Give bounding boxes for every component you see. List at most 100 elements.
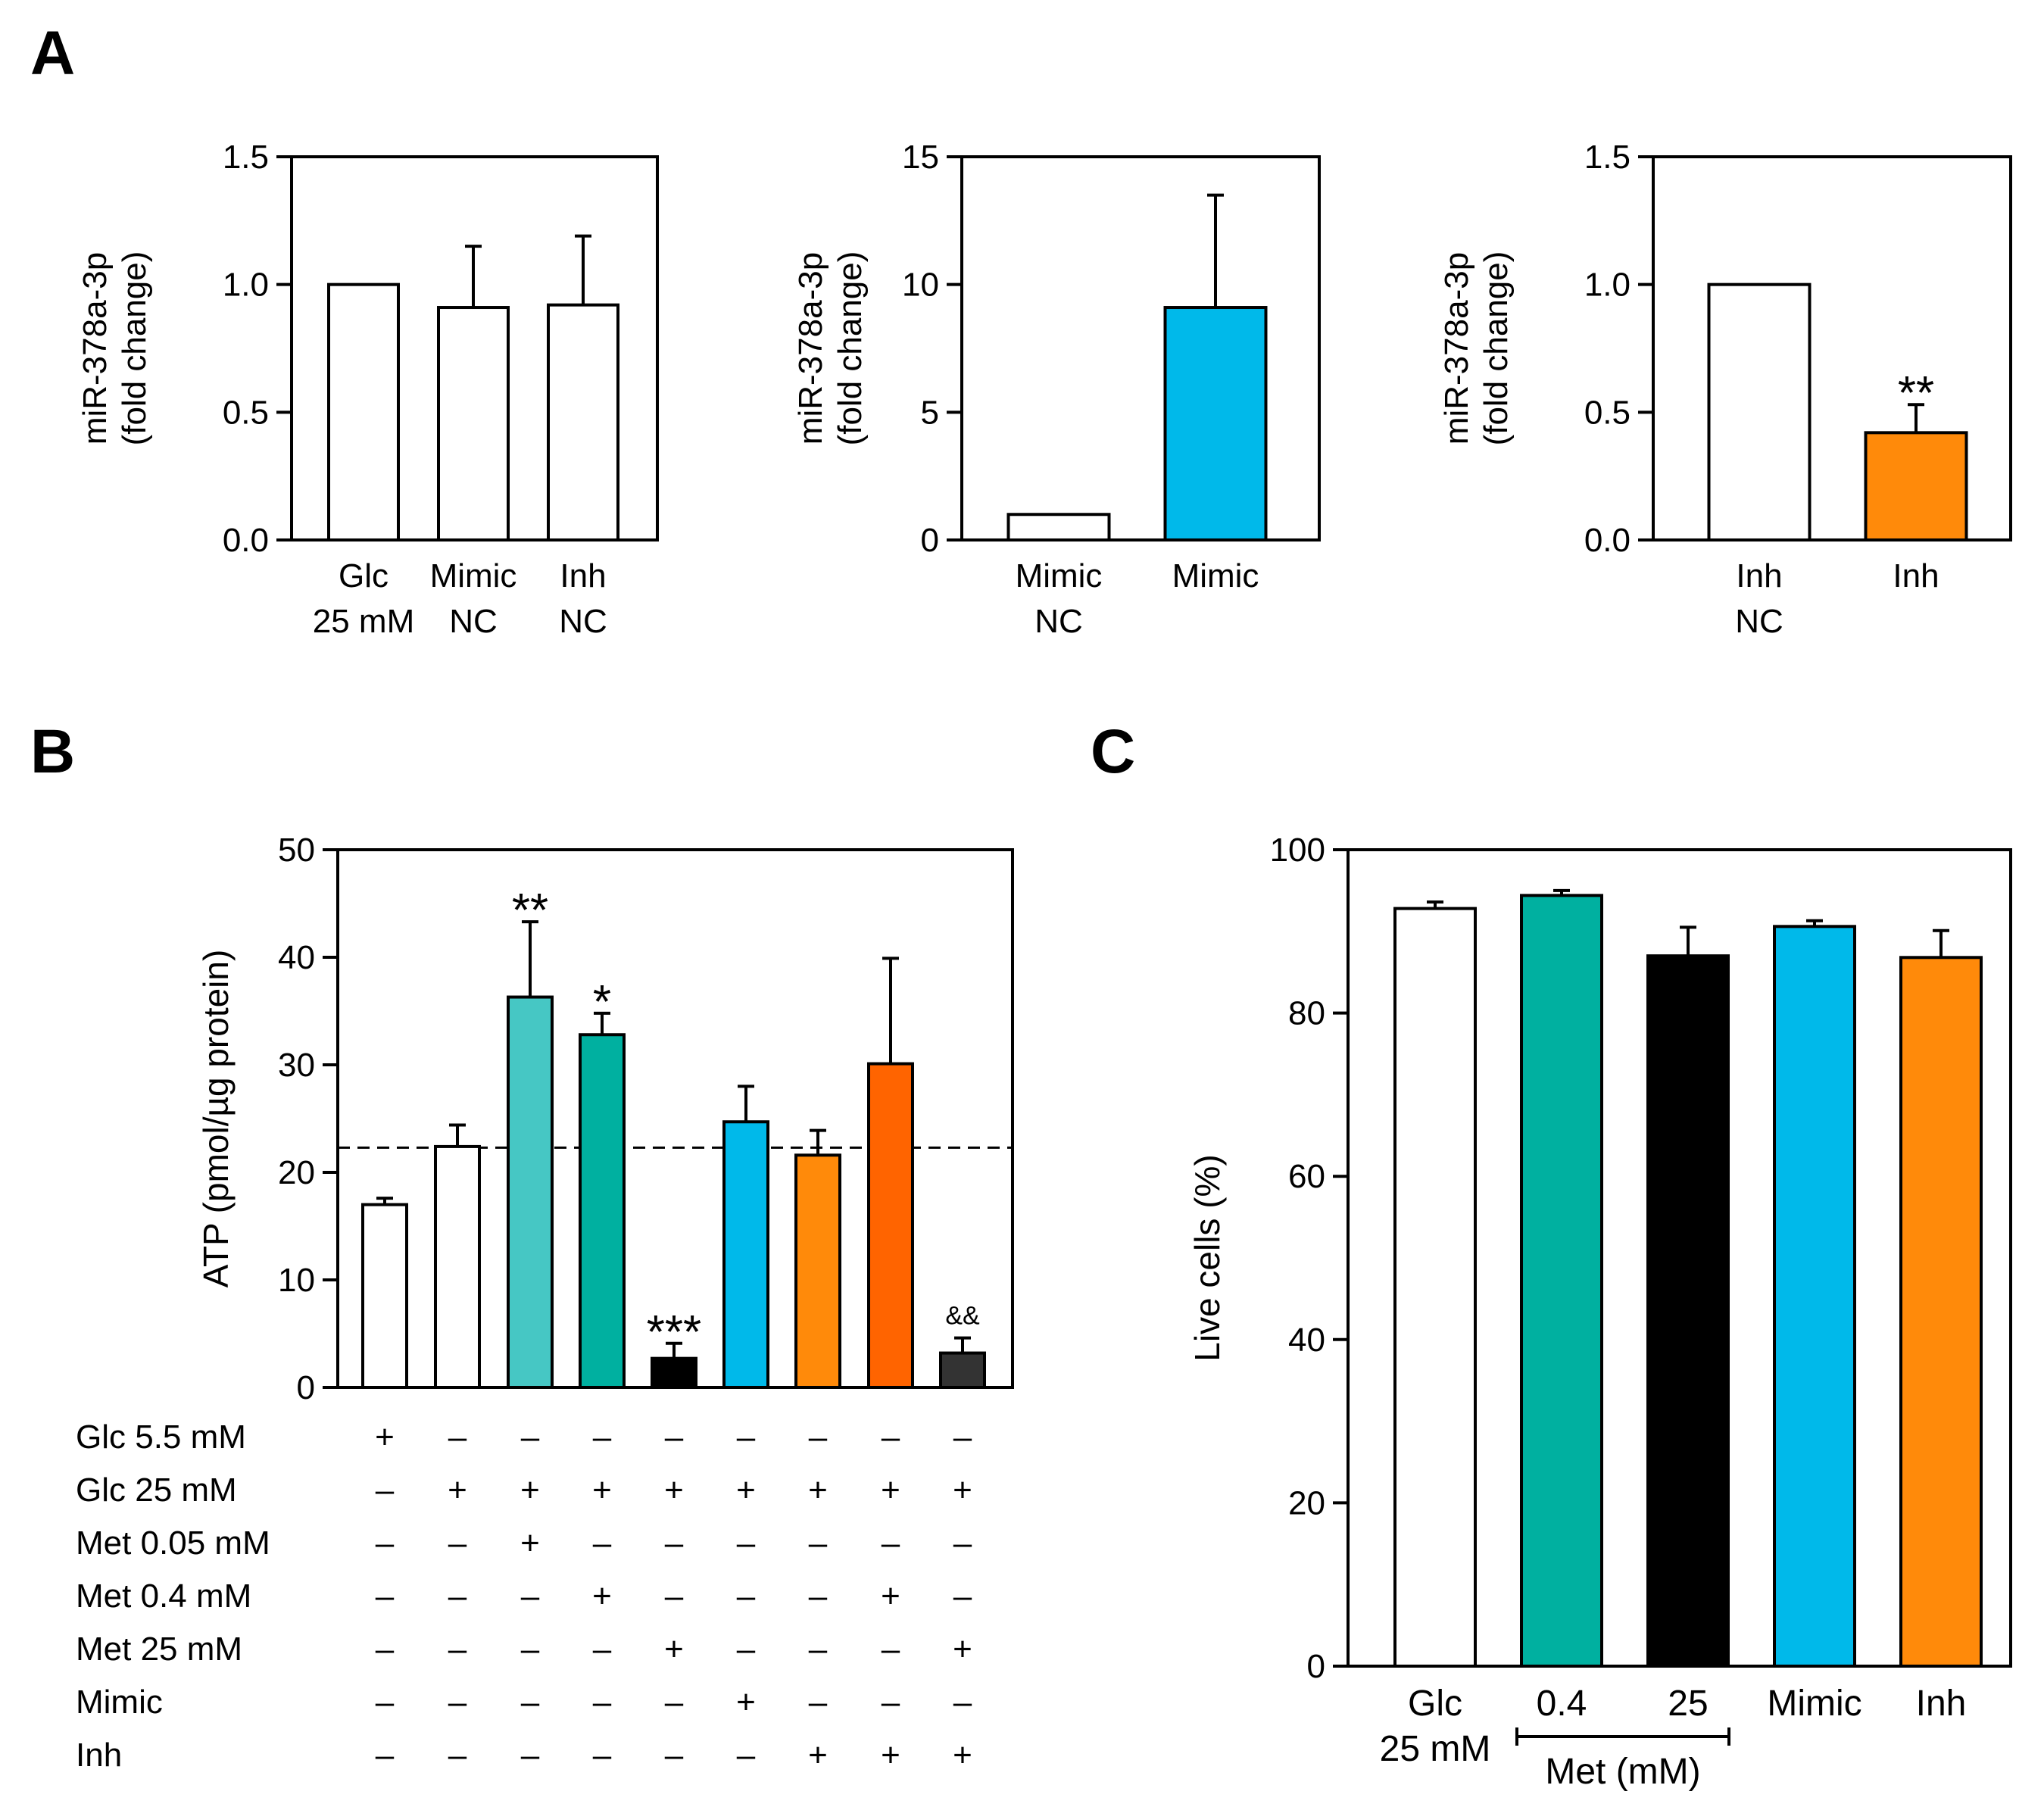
condition-mark: – <box>521 1631 540 1668</box>
bar <box>547 303 619 541</box>
bar <box>939 1351 986 1390</box>
condition-mark: + <box>881 1578 900 1615</box>
condition-mark: – <box>953 1418 972 1456</box>
condition-label: Glc 5.5 mM <box>76 1418 246 1456</box>
plot-frame <box>960 155 1321 541</box>
condition-mark: – <box>809 1525 828 1562</box>
condition-mark: – <box>593 1631 612 1668</box>
bar <box>434 1144 481 1390</box>
condition-mark: – <box>882 1684 900 1721</box>
condition-mark: – <box>593 1737 612 1774</box>
bar <box>651 1356 697 1390</box>
y-tick-label: 1.5 <box>1584 139 1631 176</box>
significance-label: * <box>593 976 611 1028</box>
panel-label-b: B <box>30 717 75 786</box>
condition-mark: – <box>809 1631 828 1668</box>
condition-mark: – <box>376 1578 395 1615</box>
y-tick-label: 5 <box>921 394 939 431</box>
bar <box>1864 431 1968 541</box>
condition-mark: + <box>664 1631 684 1668</box>
category-label: Inh <box>1893 557 1939 595</box>
y-tick-label: 0.5 <box>223 394 269 431</box>
condition-mark: – <box>809 1578 828 1615</box>
condition-mark: – <box>376 1737 395 1774</box>
y-axis-label: miR-378a-3p <box>792 252 829 445</box>
category-label: Glc <box>339 557 389 595</box>
condition-label: Glc 25 mM <box>76 1472 237 1509</box>
condition-mark: – <box>448 1418 467 1456</box>
condition-mark: + <box>520 1525 540 1562</box>
y-tick-label: 10 <box>278 1262 315 1299</box>
condition-mark: + <box>736 1472 756 1509</box>
significance-label: && <box>945 1302 980 1331</box>
y-tick-label: 0 <box>297 1369 315 1406</box>
bar <box>794 1153 841 1390</box>
condition-label: Met 25 mM <box>76 1631 242 1668</box>
y-tick-label: 40 <box>1288 1322 1325 1359</box>
category-label: Inh <box>1736 557 1782 595</box>
condition-mark: – <box>953 1684 972 1721</box>
category-label: Glc <box>1408 1684 1462 1724</box>
y-tick-label: 20 <box>1288 1484 1325 1521</box>
bar <box>722 1120 769 1389</box>
condition-mark: – <box>665 1737 684 1774</box>
chart-a3: 0.0 0.5 1.0 1.5 miR-378a-3p (fold change) ** In… <box>1438 139 2012 640</box>
condition-label: Inh <box>76 1737 122 1774</box>
y-tick-label: 60 <box>1288 1158 1325 1195</box>
condition-mark: – <box>593 1418 612 1456</box>
condition-mark: – <box>521 1737 540 1774</box>
y-axis-label: miR-378a-3p <box>76 252 114 445</box>
condition-mark: + <box>592 1578 612 1615</box>
condition-mark: – <box>665 1684 684 1721</box>
category-label: Mimic <box>1016 557 1103 595</box>
y-tick-label: 40 <box>278 939 315 976</box>
condition-mark: + <box>881 1472 900 1509</box>
condition-mark: – <box>521 1684 540 1721</box>
panel-label-a: A <box>30 19 75 88</box>
category-label: Mimic <box>430 557 517 595</box>
y-tick-label: 80 <box>1288 995 1325 1032</box>
condition-mark: – <box>593 1525 612 1562</box>
y-tick-label: 15 <box>902 139 939 176</box>
condition-mark: – <box>376 1631 395 1668</box>
condition-mark: – <box>376 1472 395 1509</box>
condition-mark: + <box>520 1472 540 1509</box>
condition-mark: – <box>521 1418 540 1456</box>
condition-mark: + <box>375 1418 395 1456</box>
bar <box>1520 894 1603 1668</box>
category-label: 25 mM <box>1380 1729 1491 1769</box>
condition-mark: – <box>882 1525 900 1562</box>
bar <box>1646 954 1730 1668</box>
condition-mark: – <box>953 1578 972 1615</box>
condition-mark: – <box>448 1631 467 1668</box>
category-label: Mimic <box>1172 557 1259 595</box>
y-axis-label: (fold change) <box>116 251 153 446</box>
significance-label: *** <box>647 1306 701 1359</box>
y-tick-label: 0 <box>921 522 939 559</box>
condition-mark: + <box>664 1472 684 1509</box>
y-tick-label: 0.0 <box>1584 522 1631 559</box>
condition-mark: – <box>448 1684 467 1721</box>
condition-mark: – <box>882 1631 900 1668</box>
condition-mark: – <box>809 1418 828 1456</box>
condition-mark: – <box>448 1525 467 1562</box>
category-label: Inh <box>560 557 606 595</box>
condition-mark: – <box>521 1578 540 1615</box>
condition-label: Mimic <box>76 1684 163 1721</box>
condition-mark: – <box>448 1578 467 1615</box>
condition-mark: – <box>737 1631 756 1668</box>
condition-mark: + <box>808 1737 828 1774</box>
y-tick-label: 1.5 <box>223 139 269 176</box>
chart-a1: 0.0 0.5 1.0 1.5 miR-378a-3p (fold change) Glc 2… <box>76 139 659 640</box>
bar <box>1899 956 1983 1668</box>
condition-mark: – <box>809 1684 828 1721</box>
y-tick-label: 20 <box>278 1154 315 1191</box>
condition-label: Met 0.4 mM <box>76 1578 251 1615</box>
category-label: Inh <box>1916 1684 1967 1724</box>
condition-mark: + <box>953 1631 972 1668</box>
y-axis-label: miR-378a-3p <box>1438 252 1475 445</box>
bar <box>327 282 400 541</box>
y-tick-label: 10 <box>902 267 939 304</box>
